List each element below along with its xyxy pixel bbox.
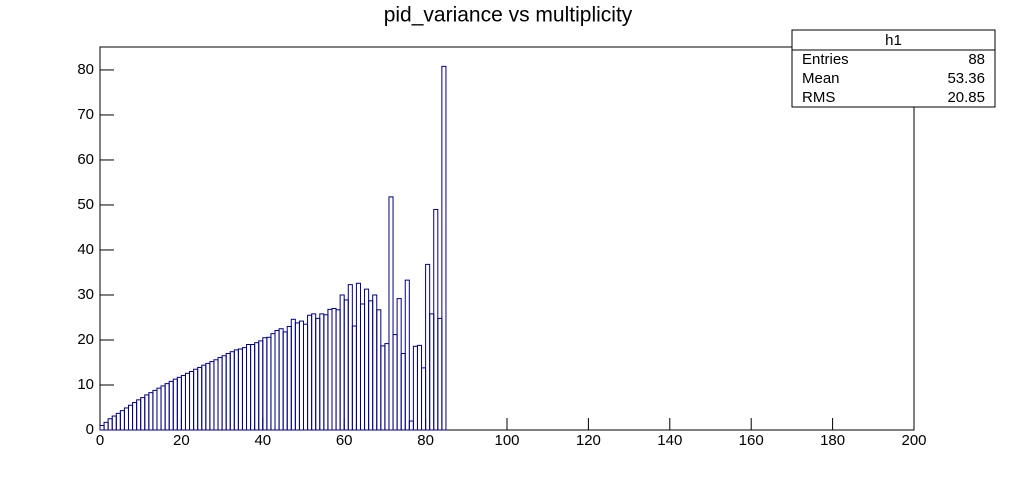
- x-tick-label: 140: [657, 432, 682, 449]
- x-tick-label: 120: [576, 432, 601, 449]
- y-tick-label: 30: [77, 286, 94, 303]
- x-tick-label: 160: [739, 432, 764, 449]
- stats-value: 20.85: [947, 89, 985, 106]
- x-tick-label: 20: [173, 432, 190, 449]
- y-tick-label: 10: [77, 376, 94, 393]
- y-tick-label: 80: [77, 61, 94, 78]
- y-tick-label: 0: [86, 421, 94, 438]
- x-tick-label: 60: [336, 432, 353, 449]
- bar: [388, 196, 394, 431]
- x-tick-label: 180: [820, 432, 845, 449]
- y-tick-label: 40: [77, 241, 94, 258]
- stats-label: Mean: [802, 70, 840, 87]
- stats-title: h1: [885, 32, 902, 49]
- stats-label: Entries: [802, 51, 849, 68]
- stats-box: [791, 29, 996, 108]
- x-tick-label: 100: [494, 432, 519, 449]
- y-tick-label: 70: [77, 106, 94, 123]
- x-tick-label: 40: [254, 432, 271, 449]
- chart-title: pid_variance vs multiplicity: [384, 4, 633, 27]
- x-tick-label: 200: [901, 432, 926, 449]
- stats-value: 53.36: [947, 70, 985, 87]
- bar: [404, 279, 410, 431]
- y-tick-label: 60: [77, 151, 94, 168]
- y-tick-label: 50: [77, 196, 94, 213]
- stats-label: RMS: [802, 89, 835, 106]
- bar: [441, 65, 447, 431]
- stats-value: 88: [968, 51, 985, 68]
- y-tick-label: 20: [77, 331, 94, 348]
- x-tick-label: 0: [96, 432, 104, 449]
- x-tick-label: 80: [417, 432, 434, 449]
